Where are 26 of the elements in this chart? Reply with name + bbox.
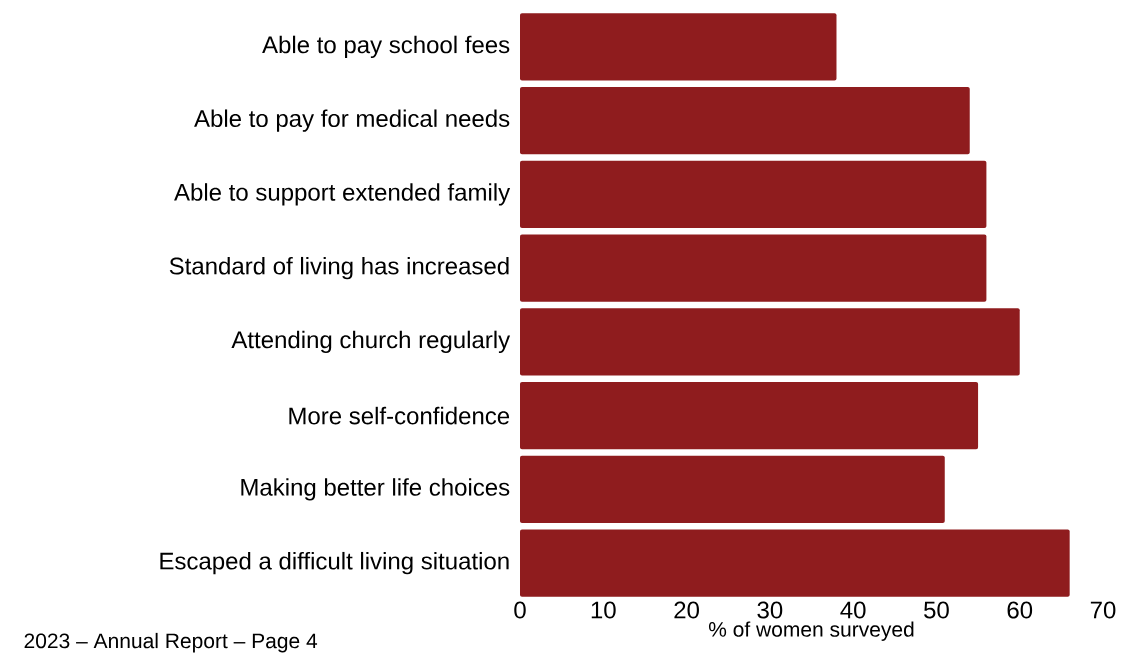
bar xyxy=(520,455,945,523)
bar xyxy=(520,13,837,81)
bar xyxy=(520,87,970,155)
x-tick-label: 0 xyxy=(514,601,526,619)
y-tick-label: Making better life choices xyxy=(241,478,510,501)
x-tick-label: 70 xyxy=(1090,601,1116,619)
y-tick-label: More self-confidence xyxy=(289,406,510,425)
x-tick-label: 60 xyxy=(1007,601,1033,619)
x-tick-label: 20 xyxy=(674,601,699,619)
x-tick-label: 10 xyxy=(591,601,616,619)
bar xyxy=(520,234,987,302)
y-tick-label: Escaped a difficult living situation xyxy=(160,551,509,575)
bar xyxy=(520,529,1070,597)
bar xyxy=(520,160,987,228)
y-tick-label: Standard of living has increased xyxy=(169,256,509,280)
y-tick-label: Able to pay for medical needs xyxy=(194,109,510,132)
x-tick-label: 30 xyxy=(757,601,783,619)
text: 2023 – Annual Report – Page 4 xyxy=(24,632,318,653)
x-tick-label: 40 xyxy=(840,601,866,619)
y-tick-label: Able to support extended family xyxy=(174,183,511,206)
x-axis-title: % of women surveyed xyxy=(708,621,914,641)
y-tick-label: Able to pay school fees xyxy=(262,35,510,59)
x-tick-label: 50 xyxy=(924,601,949,619)
y-tick-label: Attending church regularly xyxy=(231,330,511,354)
bar xyxy=(520,382,979,450)
bar xyxy=(520,308,1020,376)
